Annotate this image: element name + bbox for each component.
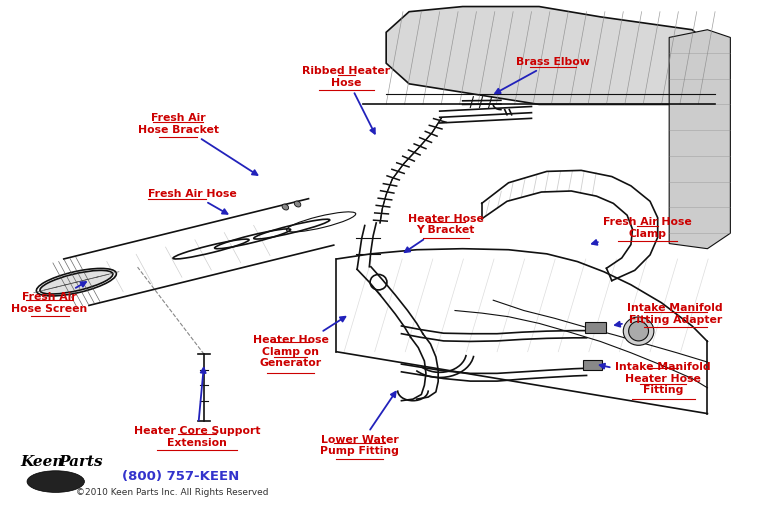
Ellipse shape	[40, 270, 113, 294]
Ellipse shape	[628, 321, 648, 341]
Text: Keen: Keen	[21, 455, 64, 469]
Text: Lower Water
Pump Fitting: Lower Water Pump Fitting	[320, 392, 399, 456]
Text: Fresh Air
Hose Bracket: Fresh Air Hose Bracket	[138, 113, 257, 175]
Text: Heater Hose
Y Bracket: Heater Hose Y Bracket	[405, 214, 484, 252]
Ellipse shape	[27, 471, 85, 493]
Polygon shape	[669, 30, 731, 249]
Text: Fresh Air Hose: Fresh Air Hose	[148, 189, 236, 214]
FancyBboxPatch shape	[583, 360, 602, 370]
Text: ©2010 Keen Parts Inc. All Rights Reserved: ©2010 Keen Parts Inc. All Rights Reserve…	[76, 488, 269, 497]
Polygon shape	[387, 7, 708, 105]
Text: Heater Core Support
Extension: Heater Core Support Extension	[134, 368, 260, 448]
Text: Fresh Air Hose
Clamp: Fresh Air Hose Clamp	[592, 217, 692, 245]
Ellipse shape	[294, 201, 301, 207]
Ellipse shape	[282, 204, 289, 210]
Text: (800) 757-KEEN: (800) 757-KEEN	[122, 469, 239, 482]
Text: Intake Manifold
Heater Hose
Fitting: Intake Manifold Heater Hose Fitting	[600, 362, 711, 395]
Ellipse shape	[623, 317, 654, 346]
Text: Fresh Air
Hose Screen: Fresh Air Hose Screen	[12, 282, 88, 313]
Text: Brass Elbow: Brass Elbow	[495, 56, 590, 93]
Text: Parts: Parts	[59, 455, 103, 469]
Text: Ribbed Heater
Hose: Ribbed Heater Hose	[303, 66, 390, 134]
Text: Heater Hose
Clamp on
Generator: Heater Hose Clamp on Generator	[253, 316, 346, 368]
Text: Intake Manifold
Fitting Adapter: Intake Manifold Fitting Adapter	[615, 304, 723, 327]
FancyBboxPatch shape	[585, 322, 607, 333]
